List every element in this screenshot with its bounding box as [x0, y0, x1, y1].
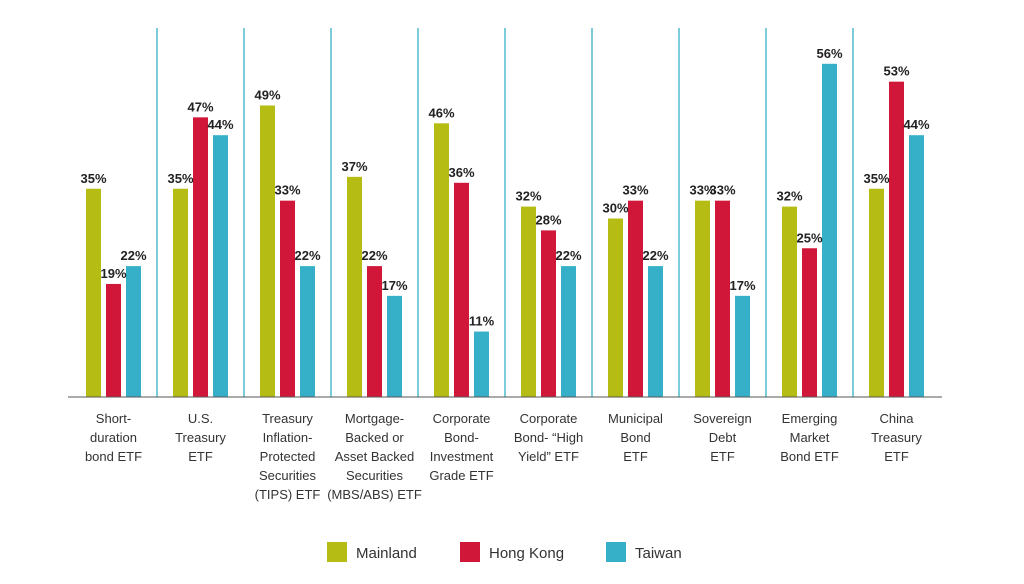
- value-label: 19%: [100, 266, 126, 281]
- legend-swatch: [460, 542, 480, 562]
- category-label: Short-duration bond ETF: [85, 411, 142, 464]
- value-label: 53%: [883, 64, 909, 79]
- bar-hong-kong: [628, 200, 643, 397]
- legend-item-mainland: Mainland: [327, 542, 417, 562]
- category-label: Corporate Bond- “High Yield” ETF: [514, 411, 583, 464]
- bar-mainland: [695, 200, 710, 397]
- bar-hong-kong: [106, 283, 121, 397]
- category-labels: Short-duration bond ETF U.S. Treasury ETF Tre…: [85, 411, 922, 502]
- bar-taiwan: [909, 135, 924, 397]
- value-label: 35%: [167, 171, 193, 186]
- bar-mainland: [260, 105, 275, 397]
- bar-taiwan: [822, 63, 837, 398]
- bar-taiwan: [126, 266, 141, 397]
- bars: [86, 63, 924, 398]
- legend-label: Taiwan: [635, 545, 682, 562]
- value-label: 44%: [903, 117, 929, 132]
- value-label: 22%: [555, 248, 581, 263]
- category-label: China Treasury ETF: [871, 411, 922, 464]
- bar-hong-kong: [802, 248, 817, 397]
- value-label: 35%: [863, 171, 889, 186]
- legend-item-hong-kong: Hong Kong: [460, 542, 564, 562]
- value-label: 22%: [294, 248, 320, 263]
- value-label: 33%: [274, 183, 300, 198]
- value-label: 17%: [381, 278, 407, 293]
- category-dividers: [156, 28, 854, 397]
- bar-mainland: [521, 206, 536, 397]
- bar-mainland: [86, 188, 101, 397]
- value-label: 47%: [187, 99, 213, 114]
- category-label: Mortgage-Backed or Asset Backed Securities…: [327, 411, 422, 502]
- value-label: 22%: [120, 248, 146, 263]
- legend-swatch: [606, 542, 626, 562]
- category-label: U.S. Treasury ETF: [175, 411, 226, 464]
- bar-mainland: [608, 218, 623, 397]
- value-label: 17%: [729, 278, 755, 293]
- value-label: 11%: [469, 314, 495, 329]
- value-label: 22%: [361, 248, 387, 263]
- value-label: 33%: [709, 183, 735, 198]
- bar-hong-kong: [889, 81, 904, 398]
- bar-taiwan: [735, 295, 750, 397]
- value-label: 32%: [776, 189, 802, 204]
- bar-hong-kong: [280, 200, 295, 397]
- value-label: 37%: [341, 159, 367, 174]
- value-label: 56%: [816, 46, 842, 61]
- bar-taiwan: [561, 266, 576, 397]
- value-label: 25%: [796, 230, 822, 245]
- category-label: Municipal Bond ETF: [608, 411, 663, 464]
- value-label: 22%: [642, 248, 668, 263]
- category-label: Sovereign Debt ETF: [693, 411, 752, 464]
- value-label: 44%: [207, 117, 233, 132]
- legend: Mainland Hong Kong Taiwan: [327, 542, 682, 562]
- value-label: 32%: [515, 189, 541, 204]
- legend-swatch: [327, 542, 347, 562]
- category-label: Corporate Bond-Investment Grade ETF: [429, 411, 493, 483]
- bar-hong-kong: [541, 230, 556, 397]
- bar-taiwan: [648, 266, 663, 397]
- bar-taiwan: [213, 135, 228, 397]
- legend-label: Hong Kong: [489, 545, 564, 562]
- value-label: 28%: [535, 212, 561, 227]
- value-label: 49%: [254, 87, 280, 102]
- value-label: 30%: [602, 201, 628, 216]
- value-label: 46%: [428, 105, 454, 120]
- bar-hong-kong: [193, 117, 208, 397]
- bar-mainland: [869, 188, 884, 397]
- bar-taiwan: [474, 331, 489, 397]
- value-labels: 35% 19% 22% 35% 47% 44% 49% 33% 22% 37% 22% 17% 46% 3…: [80, 46, 929, 329]
- value-label: 33%: [622, 183, 648, 198]
- category-label: Emerging Market Bond ETF: [780, 411, 839, 464]
- bar-hong-kong: [454, 182, 469, 397]
- value-label: 35%: [80, 171, 106, 186]
- bar-mainland: [347, 176, 362, 397]
- bar-hong-kong: [367, 266, 382, 397]
- bar-mainland: [782, 206, 797, 397]
- value-label: 36%: [448, 165, 474, 180]
- bar-mainland: [173, 188, 188, 397]
- category-label: Treasury Inflation-Protected Securities (TI…: [255, 411, 321, 502]
- legend-item-taiwan: Taiwan: [606, 542, 682, 562]
- bar-mainland: [434, 123, 449, 398]
- bar-hong-kong: [715, 200, 730, 397]
- bar-taiwan: [387, 295, 402, 397]
- bar-taiwan: [300, 266, 315, 397]
- legend-label: Mainland: [356, 545, 417, 562]
- value-label: 33%: [689, 183, 715, 198]
